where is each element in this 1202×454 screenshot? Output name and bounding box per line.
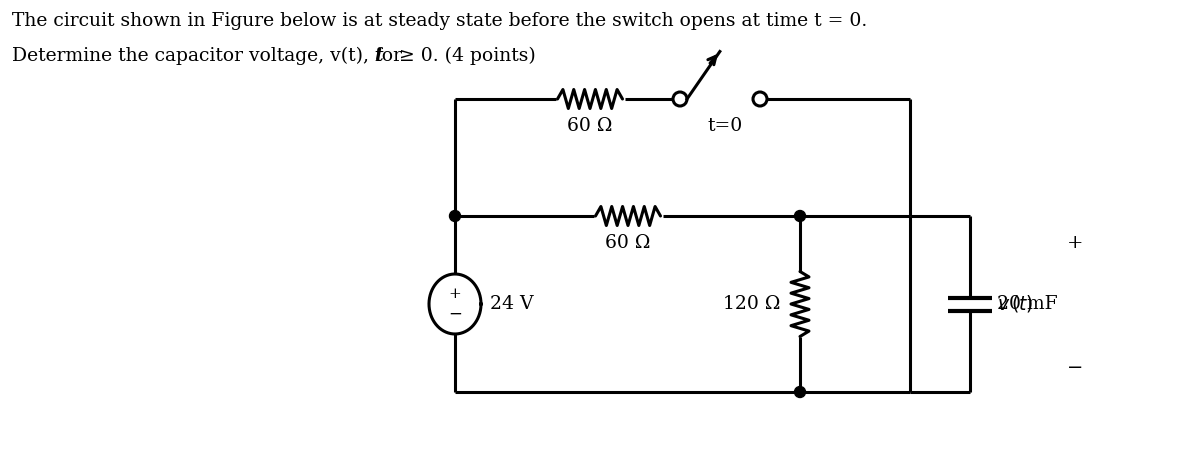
Text: +: + [1066, 234, 1083, 252]
Text: +: + [448, 287, 462, 301]
Text: 60 Ω: 60 Ω [606, 234, 650, 252]
Text: −: − [1067, 359, 1083, 377]
Text: t: t [374, 47, 382, 65]
Text: $v\,(t)$: $v\,(t)$ [996, 293, 1034, 315]
Text: Determine the capacitor voltage, v(t), for: Determine the capacitor voltage, v(t), f… [12, 47, 407, 65]
Text: 120 Ω: 120 Ω [722, 295, 780, 313]
Text: −: − [448, 306, 462, 322]
Text: The circuit shown in Figure below is at steady state before the switch opens at : The circuit shown in Figure below is at … [12, 12, 868, 30]
Text: ≥ 0. (4 points): ≥ 0. (4 points) [393, 47, 536, 65]
Text: t=0: t=0 [707, 117, 743, 135]
Text: 20 mF: 20 mF [996, 295, 1058, 313]
Circle shape [795, 386, 805, 398]
Circle shape [450, 211, 460, 222]
Text: 24 V: 24 V [490, 295, 534, 313]
Text: 60 Ω: 60 Ω [567, 117, 613, 135]
Circle shape [795, 211, 805, 222]
